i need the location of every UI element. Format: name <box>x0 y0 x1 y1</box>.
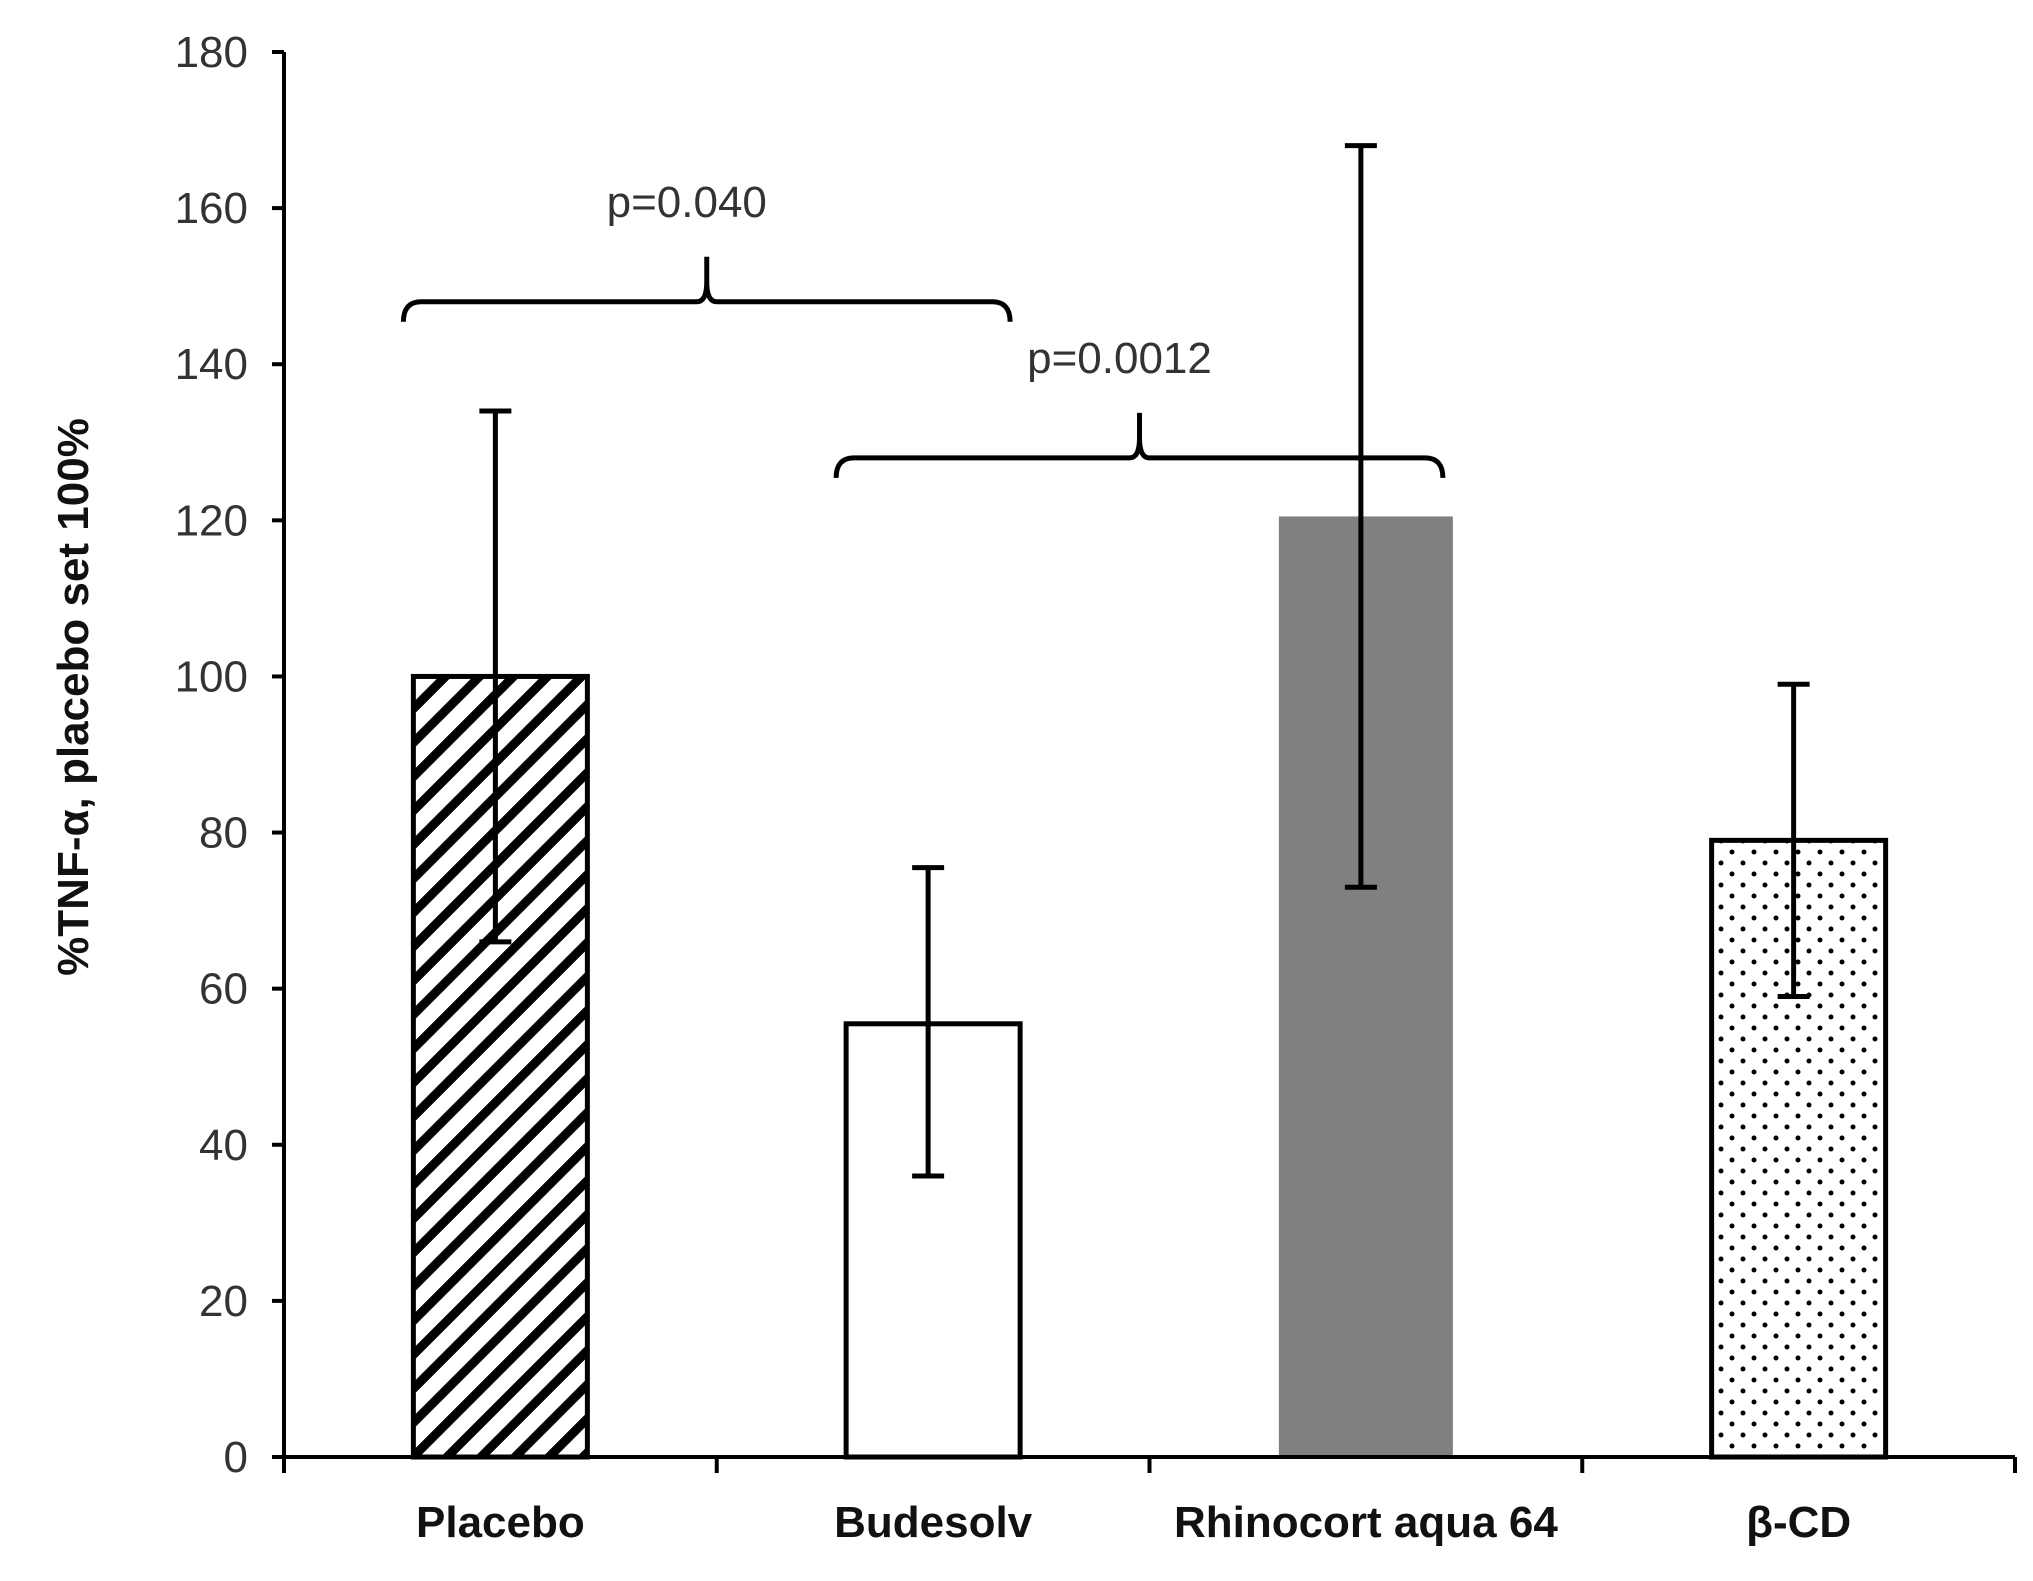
significance-bracket <box>833 412 1446 479</box>
x-category-label: Budesolv <box>834 1498 1033 1547</box>
p-value-label: p=0.0012 <box>1027 334 1212 383</box>
y-tick-label: 40 <box>199 1121 248 1170</box>
bars <box>410 516 1889 1460</box>
x-category-label: β-CD <box>1746 1498 1851 1547</box>
bar-placebo <box>410 673 590 1460</box>
y-tick-label: 60 <box>199 965 248 1014</box>
y-tick-label: 20 <box>199 1277 248 1326</box>
y-axis-title-group: %TNF-α, placebo set 100% <box>49 418 98 976</box>
y-tick-label: 160 <box>175 184 248 233</box>
bar-budesolv <box>843 1021 1023 1460</box>
y-tick-label: 0 <box>224 1433 248 1482</box>
y-tick-label: 140 <box>175 340 248 389</box>
error-bars <box>479 143 1810 1179</box>
y-axis-ticks: 0 20 40 60 80 100 120 140 160 180 <box>175 28 284 1482</box>
bar--cd <box>1709 837 1889 1460</box>
significance-bracket <box>400 256 1013 322</box>
x-axis-categories: Placebo Budesolv Rhinocort aqua 64 β-CD <box>416 1498 1851 1547</box>
y-tick-label: 180 <box>175 28 248 77</box>
y-tick-label: 100 <box>175 652 248 701</box>
y-tick-label: 120 <box>175 496 248 545</box>
p-value-label: p=0.040 <box>607 178 767 227</box>
y-axis-title: %TNF-α, placebo set 100% <box>49 418 98 976</box>
x-category-label: Rhinocort aqua 64 <box>1174 1498 1558 1547</box>
bar-rhinocort-aqua-64 <box>1278 516 1453 1457</box>
y-tick-label: 80 <box>199 809 248 858</box>
significance-annotations: p=0.040 p=0.0012 <box>400 178 1446 479</box>
axes <box>282 52 2017 1473</box>
x-category-label: Placebo <box>416 1498 585 1547</box>
